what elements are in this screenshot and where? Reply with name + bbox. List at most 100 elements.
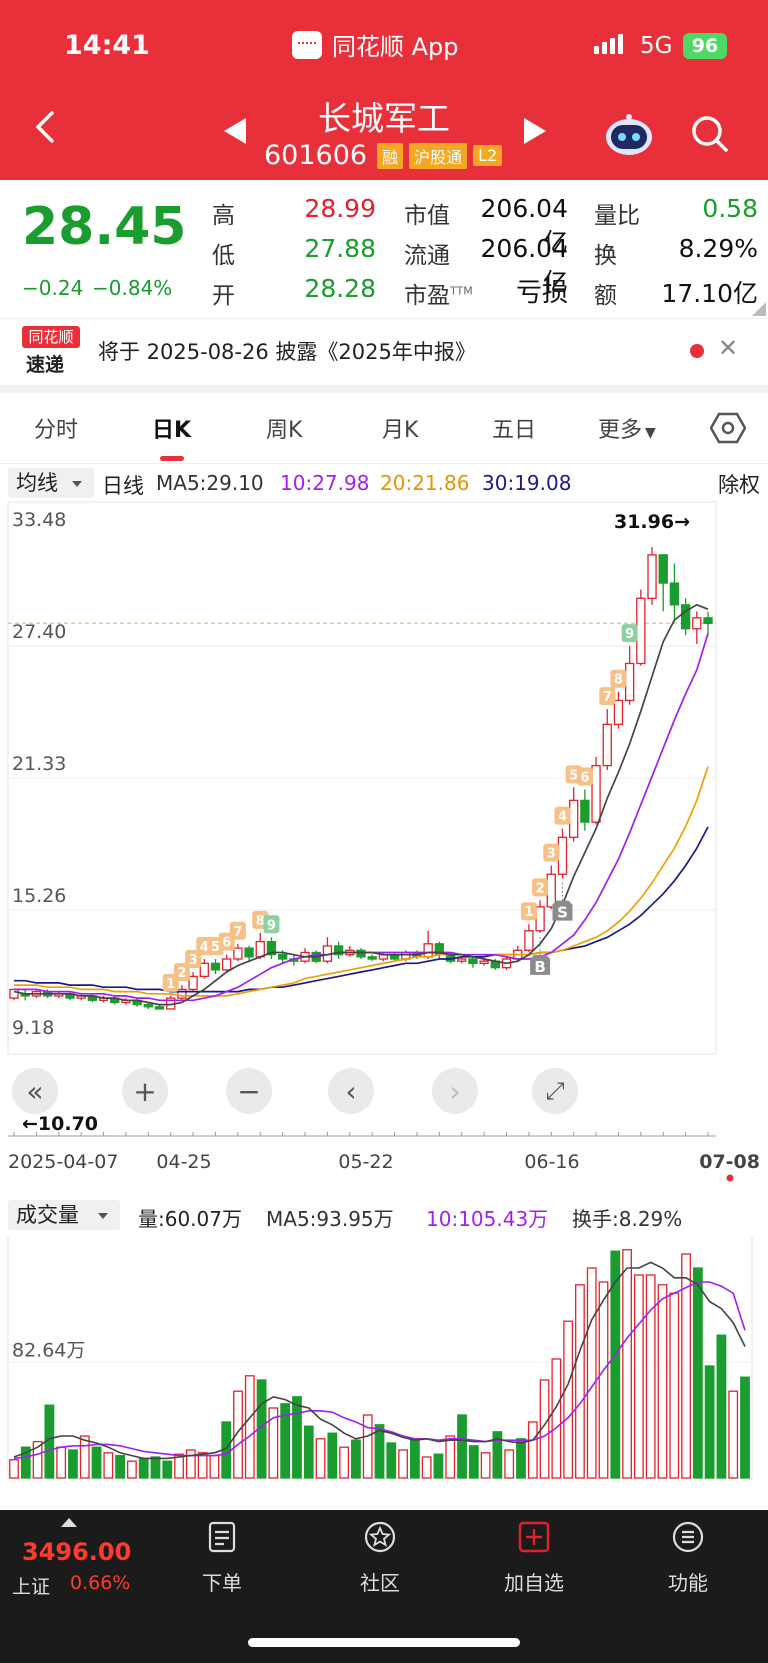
x-axis: 2025-04-07 04-25 05-22 06-16 07-08 — [8, 1151, 760, 1182]
y-tick-label: 9.18 — [12, 1017, 54, 1039]
sequence-marker — [599, 687, 616, 706]
volume-bar — [433, 1453, 444, 1479]
volume-bar — [79, 1435, 90, 1479]
candle-body — [9, 988, 19, 999]
volume-bar — [268, 1407, 279, 1479]
app-logo-icon — [292, 30, 322, 59]
nav-community[interactable]: 社区 — [330, 1520, 430, 1596]
ma30-value: 30:19.08 — [482, 471, 572, 495]
candle-body — [333, 945, 344, 956]
prev-stock-arrow-icon[interactable] — [224, 118, 246, 144]
sequence-marker-label: 7 — [233, 925, 242, 940]
high-value: 28.99 — [304, 194, 376, 223]
nav-order[interactable]: 下单 — [172, 1520, 272, 1596]
scroll-left-icon[interactable]: ‹ — [328, 1068, 374, 1114]
tab-more-label: 更多 — [598, 418, 643, 443]
settings-hexagon-icon[interactable] — [710, 410, 746, 446]
sequence-marker-label: 1 — [524, 905, 533, 920]
index-pct[interactable]: 0.66% — [70, 1572, 131, 1594]
ma5-value: MA5:29.10 — [156, 471, 264, 495]
candle-body — [479, 960, 489, 964]
sequence-marker-label: 5 — [211, 940, 220, 955]
candle-body — [367, 956, 377, 960]
ma20-value: 20:21.86 — [380, 471, 470, 495]
index-name[interactable]: 上证 — [12, 1576, 51, 1598]
tab-more[interactable]: 更多 ▼ — [598, 412, 656, 444]
candle-body — [154, 1006, 165, 1010]
volume-bar — [527, 1421, 538, 1479]
candle-body — [557, 836, 568, 875]
notice-bar[interactable] — [0, 318, 768, 393]
candle-body — [658, 554, 668, 584]
candle-body — [546, 873, 556, 908]
fullscreen-icon[interactable]: ⤢ — [532, 1068, 578, 1114]
sequence-marker-label: 4 — [558, 810, 567, 825]
app-name: 同花顺 App — [292, 27, 459, 62]
volume-y-tick-label: 82.64万 — [12, 1339, 85, 1361]
turnover-label: 换 — [594, 243, 617, 269]
volume-bar — [20, 1446, 31, 1479]
scroll-right-icon[interactable]: › — [432, 1068, 478, 1114]
nav-community-label: 社区 — [360, 1571, 400, 1595]
volume-ratio-value: 0.58 — [702, 194, 758, 223]
ma-selector[interactable]: 均线 — [8, 468, 94, 498]
candle-body — [233, 947, 243, 960]
volume-bar — [339, 1446, 350, 1479]
scroll-left-fast-icon[interactable]: « — [12, 1068, 58, 1114]
robot-assistant-icon[interactable] — [604, 113, 654, 157]
sequence-marker — [610, 669, 627, 688]
zoom-out-icon[interactable]: − — [226, 1068, 272, 1114]
notice-text[interactable]: 将于 2025-08-26 披露《2025年中报》 — [98, 340, 476, 364]
volume-bar — [492, 1431, 503, 1479]
tag-margin: 融 — [377, 142, 404, 169]
candle-body — [669, 582, 680, 606]
adjust-mode[interactable]: 除权 — [718, 473, 760, 497]
zoom-in-icon[interactable]: + — [122, 1068, 168, 1114]
next-stock-arrow-icon[interactable] — [524, 118, 546, 144]
tab-weekly-k[interactable]: 周K — [266, 418, 303, 443]
search-icon[interactable] — [690, 114, 730, 154]
signal-tag — [552, 900, 573, 921]
volume-bar — [398, 1449, 408, 1479]
nav-functions[interactable]: 功能 — [638, 1520, 738, 1596]
tab-monthly-k[interactable]: 月K — [382, 418, 419, 443]
community-star-icon — [364, 1521, 396, 1553]
high-label: 高 — [212, 203, 235, 229]
x-tick-label: 06-16 — [524, 1151, 579, 1173]
pe-ttm: TTM — [450, 284, 473, 298]
sequence-marker-label: 6 — [222, 936, 231, 951]
tab-five-day[interactable]: 五日 — [492, 418, 537, 443]
volume-bar — [9, 1459, 19, 1479]
sequence-marker — [554, 806, 571, 825]
nav-add-watchlist[interactable]: 加自选 — [484, 1520, 584, 1596]
divider — [0, 463, 768, 464]
index-value[interactable]: 3496.00 — [22, 1538, 132, 1566]
volume-bar — [115, 1454, 126, 1479]
volume-bar — [516, 1438, 526, 1479]
volume-bar — [704, 1365, 715, 1479]
vol_ma10-line — [13, 1281, 746, 1460]
candle-body — [356, 949, 366, 958]
candle-body — [524, 930, 534, 951]
volume-bar — [303, 1425, 314, 1479]
tab-daily-k[interactable]: 日K — [152, 418, 192, 443]
volume-chart[interactable]: 82.64万 — [0, 1236, 768, 1482]
expand-corner-icon[interactable] — [752, 302, 766, 316]
volume-bar — [91, 1446, 102, 1479]
volume-bar — [103, 1452, 114, 1479]
notice-logo-top: 同花顺 — [22, 326, 80, 348]
low-label: 低 — [212, 243, 235, 269]
back-arrow-icon[interactable] — [30, 110, 64, 144]
close-icon[interactable]: ✕ — [718, 334, 739, 362]
y-tick-label: 21.33 — [12, 753, 66, 775]
ma20-line — [14, 766, 709, 997]
home-indicator[interactable] — [248, 1638, 520, 1647]
sequence-marker-label: 2 — [536, 881, 545, 896]
sequence-marker-label: 9 — [267, 918, 276, 933]
tab-timeshare[interactable]: 分时 — [34, 418, 79, 443]
volume-selector[interactable]: 成交量 — [8, 1200, 120, 1230]
candle-body — [177, 988, 187, 999]
battery-icon: 96 — [683, 33, 727, 59]
x-tick-label: 04-25 — [156, 1151, 211, 1173]
